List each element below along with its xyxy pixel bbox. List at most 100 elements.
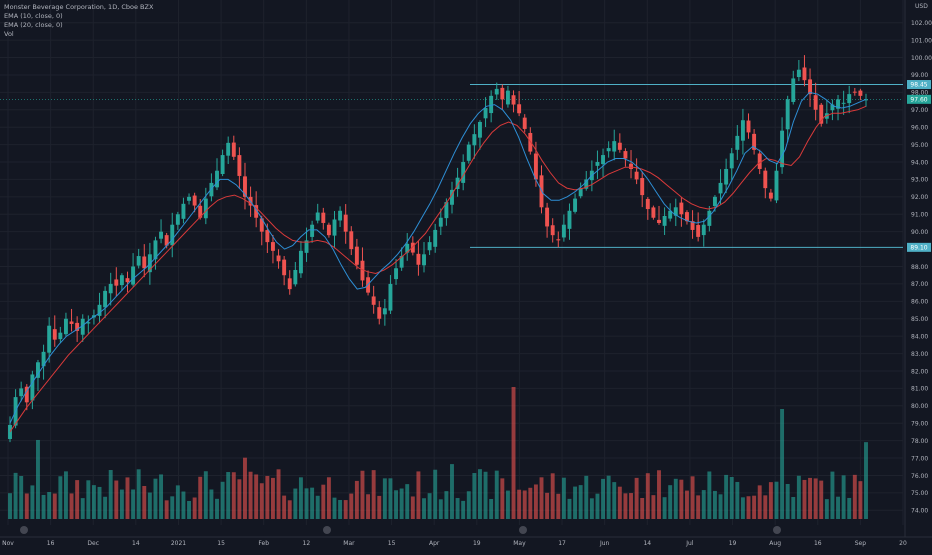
volume-bar	[489, 498, 494, 519]
volume-bar	[349, 493, 354, 519]
earnings-marker-icon	[519, 526, 527, 534]
candle-body	[119, 275, 124, 286]
price-tick-label: 80.00	[911, 403, 928, 410]
candle-body	[41, 351, 46, 367]
volume-bar	[578, 485, 583, 519]
volume-bar	[455, 498, 460, 519]
candle-body	[836, 99, 840, 109]
candle-body	[220, 155, 225, 175]
candle-body	[584, 179, 589, 189]
price-tick-label: 81.00	[911, 386, 928, 393]
volume-bar	[545, 492, 550, 519]
volume-bar	[114, 480, 119, 519]
candle-body	[69, 321, 74, 324]
volume-bar	[47, 492, 52, 519]
candle-body	[170, 224, 175, 246]
candle-body	[707, 210, 712, 226]
candle-body	[651, 207, 656, 218]
volume-bar	[388, 478, 393, 519]
time-tick-label: 12	[303, 540, 311, 547]
volume-bar	[539, 477, 544, 519]
time-tick-label: Nov	[2, 540, 14, 547]
volume-bar	[394, 490, 398, 519]
candle-body	[405, 243, 410, 253]
volume-bar	[399, 488, 404, 519]
price-tick-label: 77.00	[911, 455, 928, 462]
currency-label: USD	[915, 3, 928, 10]
earnings-markers	[20, 526, 781, 534]
time-tick-label: 19	[473, 540, 481, 547]
volume-bar	[237, 479, 242, 519]
candle-body	[259, 218, 264, 232]
candle-body	[298, 250, 303, 274]
volume-bar	[657, 470, 661, 519]
candle-body	[427, 242, 432, 251]
candle-body	[617, 142, 622, 150]
time-tick-label: Aug	[769, 540, 781, 547]
price-tick-label: 95.00	[911, 142, 928, 149]
candle-body	[701, 224, 706, 236]
volume-bar	[181, 491, 186, 519]
volume-bar	[819, 480, 824, 519]
candle-body	[774, 170, 779, 201]
candle-body	[718, 182, 723, 194]
candle-body	[293, 269, 298, 285]
volume-bar	[52, 493, 57, 519]
volume-bar	[366, 494, 371, 519]
price-marker	[907, 94, 931, 104]
price-tick-label: 100.00	[911, 55, 932, 62]
candle-body	[136, 256, 141, 266]
time-tick-label: Dec	[87, 540, 99, 547]
volume-bar	[802, 479, 807, 519]
candle-body	[164, 235, 169, 246]
volume-bar	[304, 488, 309, 519]
time-tick-label: 16	[814, 540, 822, 547]
candle-body	[444, 202, 449, 219]
candle-body	[545, 207, 550, 227]
candle-body	[47, 325, 52, 353]
time-tick-label: May	[513, 540, 526, 547]
candle-body	[819, 104, 824, 124]
volume-bar	[298, 477, 303, 519]
volume-bar	[640, 497, 645, 519]
candle-body	[830, 104, 835, 111]
volume-bar	[774, 481, 779, 519]
price-tick-label: 79.00	[911, 421, 928, 428]
volume-bar	[41, 494, 46, 519]
candle-body	[354, 246, 359, 265]
candle-body	[511, 95, 516, 105]
volume-bar	[483, 471, 488, 519]
earnings-marker-icon	[323, 526, 331, 534]
candle-body	[780, 130, 785, 168]
candle-body	[388, 283, 393, 311]
price-tick-label: 99.00	[911, 72, 928, 79]
volume-bar	[326, 477, 331, 519]
legend-ema20: EMA (20, close, 0)	[4, 21, 63, 29]
candle-body	[321, 212, 326, 223]
volume-bar	[119, 489, 124, 519]
candle-body	[752, 133, 757, 150]
price-tick-label: 94.00	[911, 159, 928, 166]
candle-body	[52, 329, 57, 340]
volume-bar	[645, 473, 650, 519]
volume-bar	[310, 487, 315, 519]
time-tick-label: Feb	[258, 540, 269, 547]
candle-body	[858, 90, 863, 96]
price-tick-label: 96.00	[911, 124, 928, 131]
price-axis[interactable]: 102.00 101.00 100.00 99.00 98.00 97.00 96.00 95…	[904, 0, 932, 537]
candle-body	[500, 87, 505, 100]
candle-body	[685, 212, 689, 222]
volume-bar	[332, 497, 337, 519]
volume-bar	[231, 472, 236, 519]
volume-bar	[382, 478, 387, 519]
candle-body	[489, 95, 494, 114]
volume-bar	[606, 475, 611, 519]
candle-body	[410, 242, 415, 253]
candle-body	[343, 214, 348, 232]
volume-bar	[601, 478, 606, 519]
time-tick-label: 15	[388, 540, 396, 547]
time-axis[interactable]: Nov 16 Dec 14 2021 15 Feb 12 Mar 15 Apr 19 May 17 Jun 1…	[0, 536, 932, 547]
volume-bar	[203, 471, 208, 519]
